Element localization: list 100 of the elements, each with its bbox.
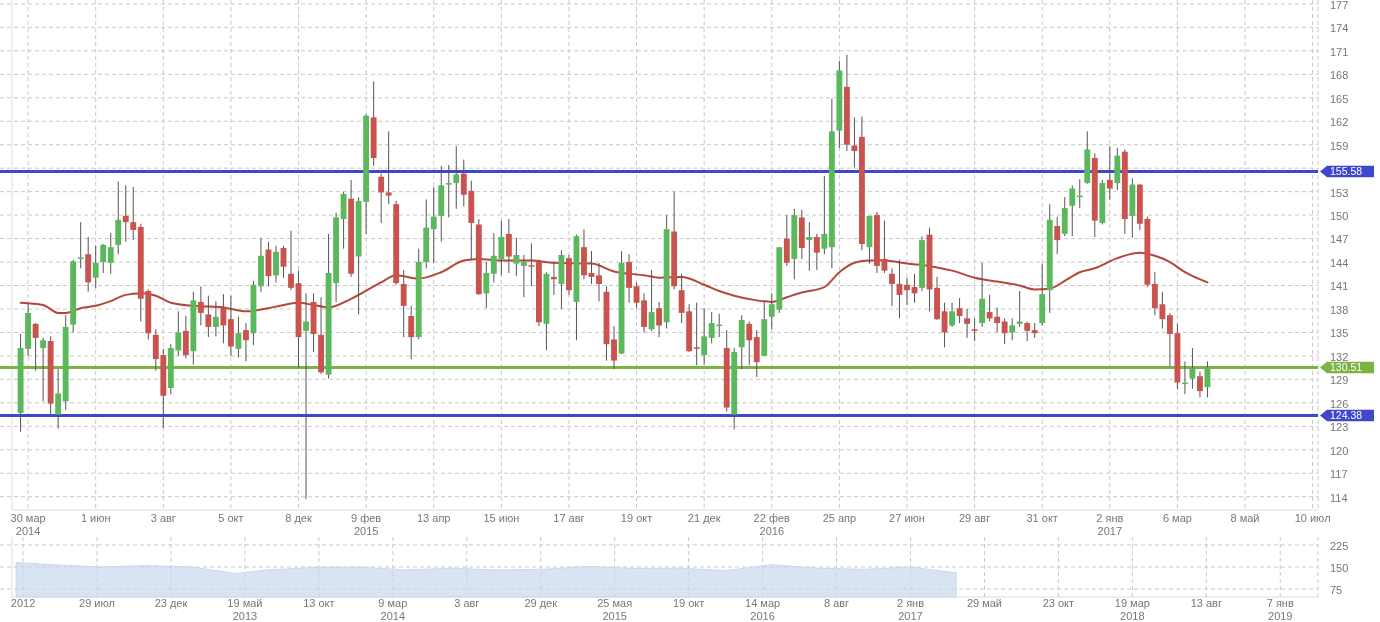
candlestick bbox=[243, 322, 249, 362]
candlestick bbox=[408, 305, 415, 360]
candlestick bbox=[107, 232, 114, 275]
y-tick-label: 114 bbox=[1330, 491, 1348, 504]
candlestick bbox=[656, 301, 663, 338]
candlestick bbox=[483, 261, 490, 309]
x-tick-label: 13 авг bbox=[1190, 597, 1222, 609]
candlestick bbox=[889, 267, 895, 307]
x-tick-label: 13 окт bbox=[303, 597, 335, 609]
y-tick-label: 171 bbox=[1330, 45, 1349, 58]
candlestick bbox=[904, 277, 910, 306]
y-tick-label: 141 bbox=[1330, 280, 1349, 293]
candlestick bbox=[520, 254, 527, 298]
candlestick bbox=[77, 221, 84, 269]
candlestick bbox=[303, 292, 309, 500]
candlestick bbox=[220, 293, 227, 344]
x-tick-label: 29 авг bbox=[958, 512, 991, 524]
candlestick bbox=[528, 242, 535, 287]
x-tick-label: 29 май bbox=[966, 597, 1003, 609]
x-tick-label: 2012 bbox=[10, 597, 36, 609]
y-tick-label: 168 bbox=[1330, 69, 1349, 82]
ref-line-label: 130.51 bbox=[1330, 360, 1363, 373]
candlestick bbox=[1001, 317, 1008, 345]
x-tick-label: 8 дек bbox=[285, 512, 312, 524]
y-tick-label: 75 bbox=[1330, 583, 1343, 596]
candlestick bbox=[1197, 371, 1203, 398]
y-tick-label: 177 bbox=[1330, 0, 1349, 11]
y-tick-label: 132 bbox=[1330, 350, 1349, 363]
y-tick-label: 162 bbox=[1330, 116, 1349, 129]
x-tick-label: 6 мар bbox=[1162, 512, 1192, 524]
candlestick bbox=[596, 262, 602, 302]
candlestick bbox=[212, 300, 219, 337]
candlestick bbox=[273, 245, 279, 283]
candlestick bbox=[1189, 347, 1196, 390]
candlestick bbox=[1016, 290, 1023, 328]
candlestick bbox=[288, 230, 294, 291]
candlestick bbox=[130, 186, 137, 241]
candlestick bbox=[813, 233, 820, 271]
candlestick bbox=[513, 237, 520, 277]
candlestick bbox=[40, 337, 47, 402]
x-tick-label: 1 июн bbox=[80, 512, 111, 524]
candlestick bbox=[746, 320, 753, 366]
y-tick-label: 120 bbox=[1330, 444, 1349, 457]
y-tick-label: 138 bbox=[1330, 303, 1349, 316]
y-tick-label: 123 bbox=[1330, 421, 1349, 434]
candlestick bbox=[205, 295, 212, 338]
x-tick-label: 14 мар 2016 bbox=[745, 597, 781, 622]
y-tick-label: 117 bbox=[1330, 468, 1348, 481]
candlestick bbox=[1009, 317, 1016, 341]
candlestick bbox=[32, 322, 39, 372]
y-tick-label: 144 bbox=[1330, 256, 1349, 269]
candlestick bbox=[851, 116, 858, 168]
x-tick-label: 23 окт bbox=[1042, 597, 1075, 609]
x-tick-label: 9 мар 2014 bbox=[378, 597, 408, 622]
candlestick bbox=[197, 285, 204, 326]
candlestick bbox=[453, 145, 460, 210]
x-tick-label: 2 янв 2017 bbox=[896, 597, 925, 622]
candlestick bbox=[385, 130, 392, 205]
x-tick-label: 19 окт bbox=[672, 597, 705, 609]
x-tick-label: 23 дек bbox=[154, 597, 188, 609]
candlestick bbox=[122, 184, 129, 243]
x-tick-label: 13 апр bbox=[417, 512, 451, 524]
candlestick bbox=[971, 317, 978, 342]
y-tick-label: 225 bbox=[1330, 539, 1349, 552]
x-tick-label: 29 дек bbox=[524, 597, 558, 609]
candlestick bbox=[964, 308, 971, 339]
candlestick bbox=[400, 269, 407, 338]
y-tick-label: 174 bbox=[1330, 22, 1349, 35]
y-tick-label: 129 bbox=[1330, 374, 1349, 387]
y-tick-label: 147 bbox=[1330, 233, 1349, 246]
candlestick bbox=[445, 164, 452, 218]
x-tick-label: 25 мая 2015 bbox=[597, 597, 633, 622]
x-tick-label: 10 июл bbox=[1294, 512, 1331, 524]
candlestick bbox=[378, 173, 385, 224]
candlestick bbox=[949, 302, 955, 328]
y-tick-label: 165 bbox=[1330, 92, 1349, 105]
candlestick bbox=[648, 269, 655, 332]
candlestick bbox=[1054, 216, 1061, 255]
x-tick-label: 25 апр bbox=[822, 512, 857, 524]
candlestick bbox=[100, 243, 107, 274]
ref-line-label: 124.38 bbox=[1330, 408, 1363, 421]
candlestick bbox=[505, 218, 512, 274]
x-tick-label: 3 авг bbox=[454, 597, 480, 609]
x-tick-label: 22 фев 2016 bbox=[753, 512, 791, 537]
y-tick-label: 150 bbox=[1330, 210, 1349, 223]
x-tick-label: 19 мар 2018 bbox=[1114, 597, 1150, 622]
x-tick-label: 7 янв 2019 bbox=[1266, 597, 1294, 622]
x-tick-label: 17 авг bbox=[553, 512, 585, 524]
x-tick-label: 5 окт bbox=[218, 512, 244, 524]
candlestick bbox=[1069, 184, 1076, 237]
x-tick-label: 15 июн bbox=[483, 512, 520, 524]
x-tick-label: 19 май 2013 bbox=[227, 597, 263, 622]
candlestick bbox=[821, 175, 828, 255]
candlestick bbox=[806, 221, 813, 272]
x-tick-label: 31 окт bbox=[1026, 512, 1058, 524]
x-tick-label: 8 авг bbox=[823, 597, 850, 609]
candlestick bbox=[55, 368, 62, 430]
candlestick bbox=[430, 186, 437, 264]
y-tick-label: 126 bbox=[1330, 397, 1349, 410]
y-tick-label: 159 bbox=[1330, 139, 1349, 152]
